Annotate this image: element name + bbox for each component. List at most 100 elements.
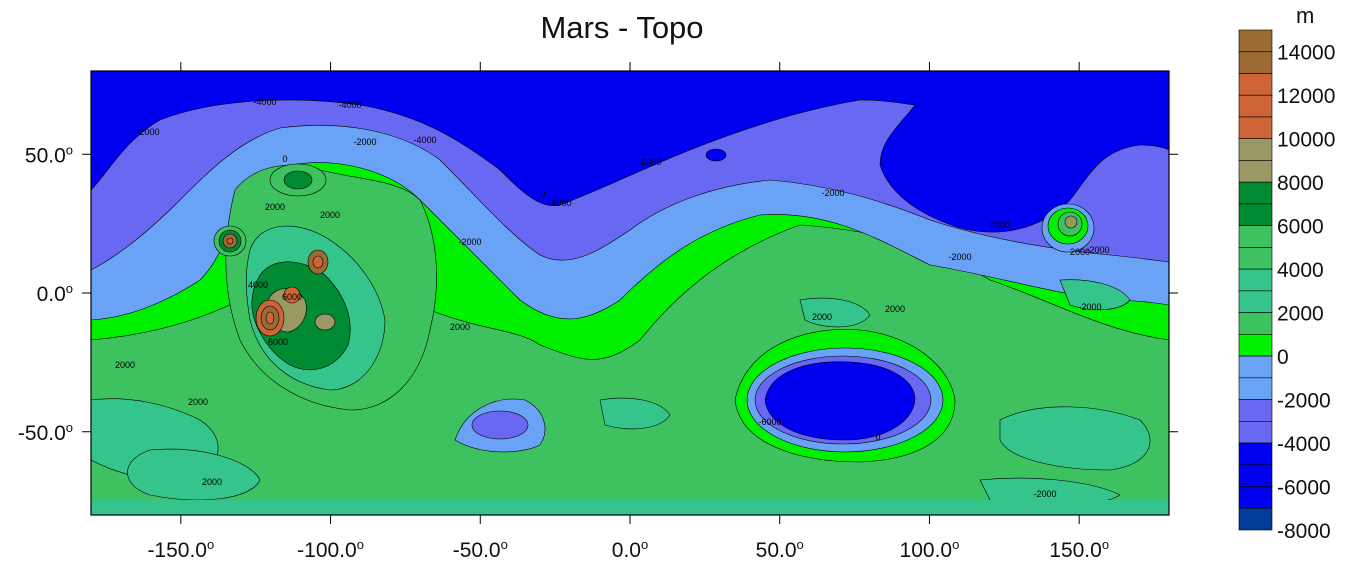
contour-label: 2000: [450, 322, 470, 332]
contour-label: 2000: [1070, 247, 1090, 257]
contour-label: 2000: [265, 202, 285, 212]
colorbar-band: [1238, 160, 1273, 183]
colorbar-label: 14000: [1277, 42, 1335, 65]
x-tick-label: 100.0o: [900, 537, 960, 561]
x-tick-value: 50.0: [756, 539, 797, 561]
highland-patches: [91, 279, 1151, 507]
y-tick-value: 0.0: [37, 283, 66, 306]
alba-patera: [269, 163, 327, 197]
colorbar-band: [1238, 203, 1273, 226]
y-tick-value: -50.0: [18, 422, 66, 445]
contour-label: 4000: [248, 280, 268, 290]
contour-label: -4000: [338, 100, 361, 110]
colorbar-band: [1238, 225, 1273, 248]
colorbar-band: [1238, 486, 1273, 509]
south-polar-strip: [91, 500, 1169, 515]
colorbar-band: [1238, 94, 1273, 118]
colorbar-band: [1238, 355, 1273, 379]
northern-depression: [705, 148, 727, 162]
colorbar-label: -2000: [1277, 390, 1331, 413]
colorbar-band: [1238, 268, 1273, 292]
contour-labels: -4000 -4000 -2000 -2000 0 2000 2000 4000 6000 600…: [115, 97, 1110, 499]
x-tick-value: 0.0: [612, 539, 641, 561]
degree-symbol: o: [952, 537, 959, 552]
hellas-floor: [764, 361, 916, 441]
arsia-mons: [255, 299, 285, 337]
colorbar-band: [1238, 138, 1273, 161]
colorbar-label: -8000: [1277, 520, 1331, 543]
contour-label: 0: [540, 189, 545, 199]
colorbar-label: -4000: [1277, 433, 1331, 456]
contour-label: -2000: [638, 157, 661, 167]
contour-label: -6000: [758, 417, 781, 427]
ascraeus-mons: [283, 286, 301, 304]
x-tick-label: -50.0o: [453, 537, 508, 561]
contour-label: 0: [282, 154, 287, 164]
contour-label: 2000: [202, 477, 222, 487]
colorbar-band: [1238, 334, 1273, 357]
map-fill-layer: [91, 71, 1169, 515]
degree-symbol: o: [641, 537, 648, 552]
olympus-mons: [213, 225, 247, 257]
contour-label: -2000: [948, 252, 971, 262]
axis-ticks: -150.0o -100.0o -50.0o 0.0o 50.0o 100.0o 150.0…: [18, 62, 1178, 561]
colorbar-band: [1238, 247, 1273, 270]
x-tick-label: 150.0o: [1049, 537, 1109, 561]
contour-label: -2000: [136, 127, 159, 137]
colorbar-label: 4000: [1277, 259, 1324, 282]
contour-label: -2000: [458, 237, 481, 247]
contour-label: 2000: [812, 312, 832, 322]
contour-label: 2000: [320, 210, 340, 220]
degree-symbol: o: [797, 537, 804, 552]
x-tick-label: -100.0o: [297, 537, 364, 561]
degree-symbol: o: [207, 537, 214, 552]
colorbar-band: [1238, 290, 1273, 313]
colorbar-band: [1238, 399, 1273, 422]
chart-title: Mars - Topo: [540, 10, 704, 45]
contour-label: 2000: [188, 397, 208, 407]
tharsis-north-peak: [307, 249, 329, 275]
colorbar-band: [1238, 442, 1273, 466]
colorbar-band: [1238, 507, 1273, 531]
degree-symbol: o: [66, 142, 73, 157]
y-tick-label: -50.0o: [18, 420, 73, 445]
contour-label: -2000: [1086, 245, 1109, 255]
contour-label: 2000: [990, 220, 1010, 230]
colorbar-label: -6000: [1277, 477, 1331, 500]
pavonis-peak: [314, 313, 336, 331]
colorbar-label: 8000: [1277, 172, 1324, 195]
colorbar-label: 12000: [1277, 85, 1335, 108]
contour-label: -4000: [548, 198, 571, 208]
elysium-mons: [1041, 203, 1095, 253]
x-tick-label: -150.0o: [147, 537, 214, 561]
colorbar-band: [1238, 421, 1273, 444]
colorbar-band: [1238, 464, 1273, 487]
colorbar-label: 2000: [1277, 303, 1324, 326]
contour-label: 2000: [885, 304, 905, 314]
contour-label: 6000: [282, 292, 302, 302]
colorbar-band: [1238, 73, 1273, 96]
y-tick-label: 0.0o: [37, 281, 73, 306]
degree-symbol: o: [357, 537, 364, 552]
x-tick-label: 50.0o: [756, 537, 804, 561]
colorbar-label: 10000: [1277, 129, 1335, 152]
y-tick-value: 50.0: [25, 144, 66, 167]
x-tick-value: 100.0: [900, 539, 953, 561]
colorbar-band: [1238, 377, 1273, 400]
x-tick-value: 150.0: [1049, 539, 1102, 561]
contour-label: 0: [875, 432, 880, 442]
x-tick-value: -100.0: [297, 539, 357, 561]
colorbar-band: [1238, 181, 1273, 205]
contour-label: -4000: [253, 97, 276, 107]
x-tick-value: -50.0: [453, 539, 501, 561]
contour-label: -2000: [1078, 302, 1101, 312]
y-tick-label: 50.0o: [25, 142, 73, 167]
contour-label: -2000: [1033, 489, 1056, 499]
colorbar-band: [1238, 312, 1273, 335]
colorbar-band: [1238, 51, 1273, 74]
contour-label: -4000: [413, 135, 436, 145]
colorbar-unit: m: [1296, 3, 1315, 28]
contour-label: -2000: [821, 188, 844, 198]
degree-symbol: o: [1102, 537, 1109, 552]
